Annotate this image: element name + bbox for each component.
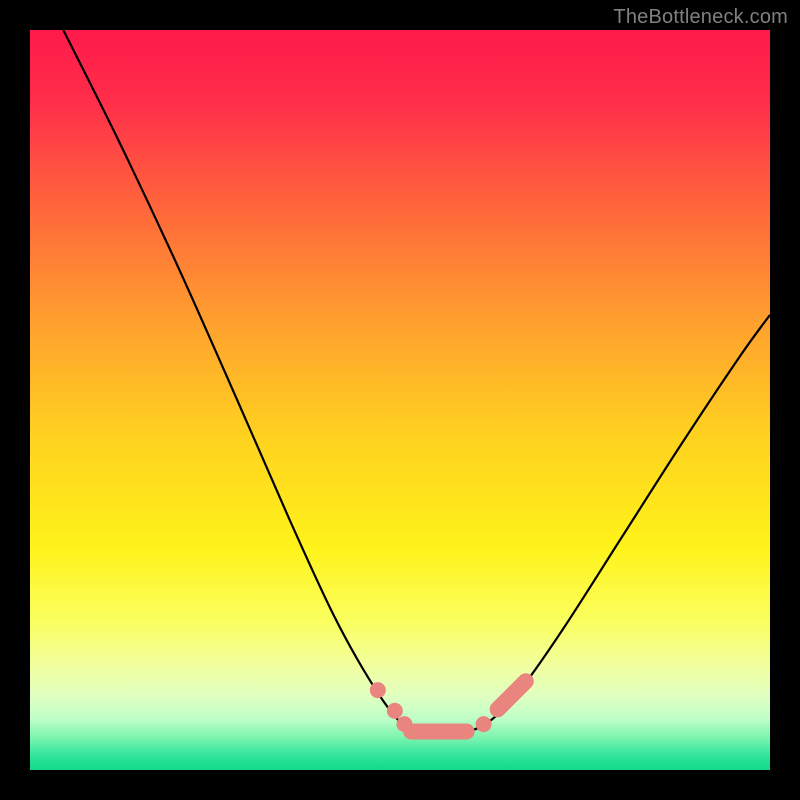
watermark-text: TheBottleneck.com	[613, 6, 788, 29]
marker-dot	[387, 703, 403, 719]
chart-background-gradient	[30, 30, 770, 770]
marker-dot	[370, 682, 386, 698]
bottleneck-chart	[0, 0, 800, 800]
marker-dot	[396, 716, 412, 732]
marker-dot	[476, 716, 492, 732]
